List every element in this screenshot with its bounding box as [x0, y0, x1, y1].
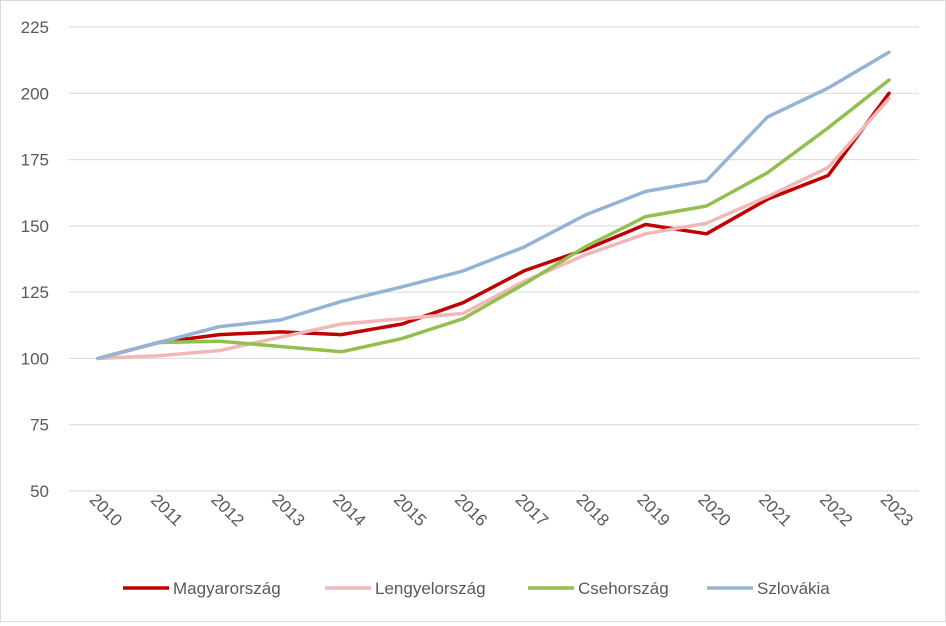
series-line-3 — [96, 50, 891, 361]
x-tick-label: 2019 — [633, 490, 673, 530]
x-tick-label: 2014 — [329, 490, 369, 530]
x-tick-label: 2013 — [268, 490, 308, 530]
x-tick-label: 2017 — [512, 490, 552, 530]
x-tick-label: 2015 — [390, 490, 430, 530]
legend-label-0: Magyarország — [173, 579, 281, 598]
legend: Magyarország Lengyelország Csehország Szlov… — [123, 579, 830, 598]
x-tick-label: 2012 — [207, 490, 247, 530]
legend-label-3: Szlovákia — [757, 579, 830, 598]
series-line-1 — [96, 96, 891, 361]
y-tick-label: 50 — [30, 482, 49, 501]
x-tick-label: 2018 — [573, 490, 613, 530]
x-axis-ticks: 2010 2011 2012 2013 2014 2015 2016 2017 2018 2019… — [86, 490, 917, 530]
x-tick-label: 2021 — [755, 490, 795, 530]
x-tick-label: 2010 — [86, 490, 126, 530]
y-tick-label: 150 — [21, 217, 49, 236]
legend-label-2: Csehország — [578, 579, 669, 598]
x-tick-label: 2022 — [816, 490, 856, 530]
x-tick-label: 2016 — [451, 490, 491, 530]
y-tick-label: 100 — [21, 349, 49, 368]
series-lines — [96, 50, 891, 361]
y-tick-label: 200 — [21, 84, 49, 103]
y-tick-label: 75 — [30, 416, 49, 435]
y-tick-label: 175 — [21, 151, 49, 170]
x-tick-label: 2011 — [147, 490, 186, 529]
y-tick-label: 125 — [21, 283, 49, 302]
x-tick-label: 2020 — [694, 490, 734, 530]
gridlines — [69, 26, 919, 492]
series-line-2 — [96, 78, 891, 361]
series-line-0 — [96, 91, 891, 361]
y-tick-label: 225 — [21, 18, 49, 37]
y-axis-ticks: 50 75 100 125 150 175 200 225 — [21, 18, 49, 501]
x-tick-label: 2023 — [877, 490, 917, 530]
legend-label-1: Lengyelország — [375, 579, 486, 598]
